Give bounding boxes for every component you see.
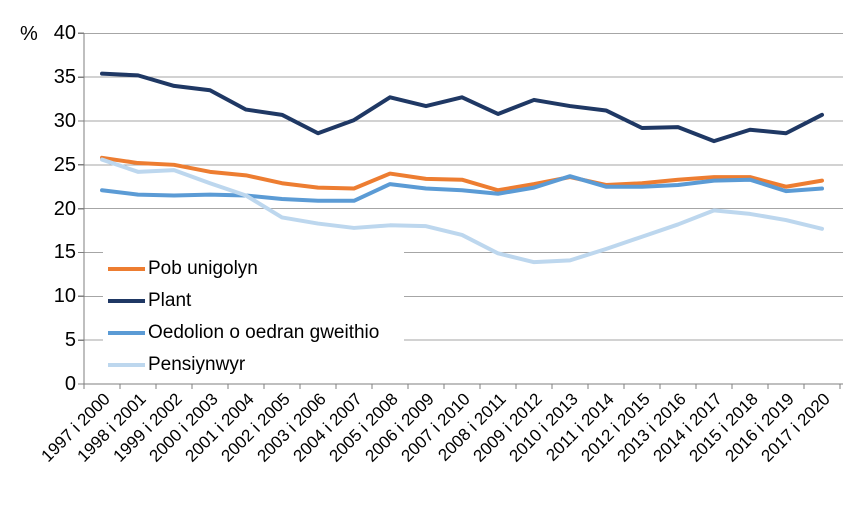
y-axis-label: 30 <box>53 109 76 132</box>
y-axis-label: 40 <box>53 22 76 45</box>
legend-label: Pensiynwyr <box>148 354 246 375</box>
series-line-plant <box>100 71 824 144</box>
y-axis-label: 0 <box>64 373 76 395</box>
legend-label: Pob unigolyn <box>148 258 258 279</box>
legend-item-plant: Plant <box>108 285 404 317</box>
legend-item-pensiynwyr: Pensiynwyr <box>108 349 404 381</box>
y-axis-label: 10 <box>53 285 76 308</box>
legend-swatch <box>108 331 145 335</box>
legend-swatch <box>108 299 145 303</box>
y-axis-label: 35 <box>53 66 76 89</box>
y-axis-label: 25 <box>53 153 76 176</box>
y-axis-label: 5 <box>64 329 76 352</box>
y-axis-label: 20 <box>53 197 76 220</box>
legend: Pob unigolyn Plant Oedolion o oedran gweit… <box>103 251 404 383</box>
legend-swatch <box>108 363 145 367</box>
y-axis-label: 15 <box>53 241 76 264</box>
y-axis-unit-label: % <box>20 23 38 45</box>
series-line-pob-unigolyn <box>100 155 824 193</box>
legend-label: Oedolion o oedran gweithio <box>148 322 380 343</box>
legend-swatch <box>108 267 145 271</box>
legend-item-oedolion-o-oedran-gweithio: Oedolion o oedran gweithio <box>108 317 404 349</box>
legend-item-pob-unigolyn: Pob unigolyn <box>108 253 404 285</box>
series-line-pensiynwyr <box>100 157 824 265</box>
series-line-oedolion-o-oedran-gweithio <box>100 174 824 203</box>
legend-label: Plant <box>148 290 192 311</box>
